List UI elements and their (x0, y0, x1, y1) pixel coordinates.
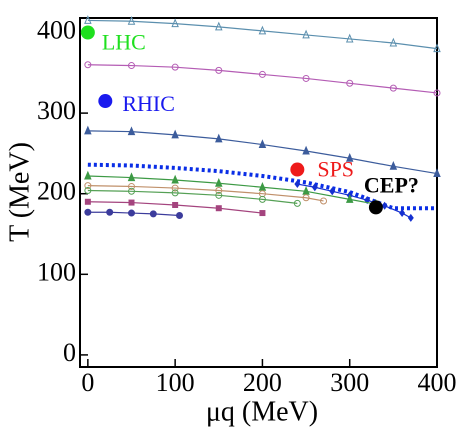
annotation-point (80, 25, 95, 40)
data-point (302, 145, 310, 155)
data-point (381, 201, 388, 210)
x-tick-label: 100 (156, 368, 195, 397)
series-line (297, 183, 412, 219)
annotation-point (368, 200, 383, 215)
series-line (87, 19, 438, 50)
data-point (127, 15, 136, 25)
y-tick-label: 0 (63, 338, 76, 367)
data-point (433, 43, 441, 53)
data-point (345, 33, 354, 43)
annotation-label: RHIC (122, 91, 175, 116)
data-point (215, 177, 223, 187)
data-point (329, 187, 336, 196)
series-line (87, 185, 324, 202)
data-point (84, 186, 92, 194)
series-line (87, 64, 438, 94)
data-point (127, 172, 136, 182)
x-tick-label: 300 (330, 368, 369, 397)
annotation-point (290, 162, 305, 177)
x-axis-label: μq (MeV) (206, 396, 318, 427)
data-point (294, 180, 301, 189)
data-point (293, 199, 301, 207)
y-axis-label: T (MeV) (4, 142, 35, 242)
data-point (127, 209, 135, 217)
data-point (433, 168, 441, 178)
data-point (215, 21, 223, 31)
data-point (149, 210, 157, 218)
data-point (311, 183, 318, 192)
data-point (127, 187, 135, 195)
data-point (389, 161, 398, 170)
y-tick-label: 300 (37, 96, 76, 125)
data-point (171, 129, 179, 139)
data-point (171, 189, 179, 197)
data-point (215, 133, 223, 143)
series-line (87, 130, 438, 175)
x-tick-label: 400 (418, 368, 457, 397)
data-point (106, 208, 114, 216)
data-point (171, 184, 179, 192)
data-point (215, 191, 223, 199)
data-point (302, 194, 310, 202)
data-point (320, 197, 328, 205)
data-point (215, 186, 223, 194)
data-point (127, 182, 135, 190)
data-point (84, 125, 92, 135)
data-point (258, 25, 267, 35)
data-point (389, 84, 397, 92)
data-point (171, 174, 179, 184)
plot-frame (79, 17, 438, 368)
data-point (84, 198, 91, 205)
data-point (389, 37, 398, 47)
x-tick-label: 0 (81, 368, 94, 397)
data-point (176, 211, 184, 219)
data-point (258, 195, 266, 203)
data-point (127, 62, 135, 70)
data-point (215, 66, 223, 74)
y-tick-label: 200 (37, 177, 76, 206)
data-point (258, 139, 267, 149)
data-point (84, 208, 92, 216)
y-tick-label: 400 (37, 15, 76, 44)
data-point (84, 182, 92, 190)
data-point (345, 152, 354, 162)
data-point (302, 29, 310, 39)
data-point (172, 201, 179, 208)
data-point (171, 63, 179, 71)
annotation-label: LHC (102, 30, 146, 55)
data-point (407, 213, 414, 222)
data-point (171, 18, 179, 28)
data-point (128, 199, 135, 206)
data-point (215, 205, 222, 212)
data-point (345, 194, 354, 203)
data-point (84, 61, 92, 69)
series-line (87, 175, 377, 205)
data-point (84, 15, 92, 24)
data-point (399, 209, 406, 218)
data-point (258, 70, 266, 78)
data-point (84, 170, 92, 180)
annotation-label: SPS (317, 157, 354, 182)
x-tick-label: 200 (243, 368, 282, 397)
data-point (302, 74, 310, 82)
y-tick-label: 100 (37, 257, 76, 286)
series-line (87, 189, 298, 204)
data-point (433, 89, 441, 97)
data-point (127, 126, 136, 136)
data-point (259, 210, 266, 217)
annotation-point (98, 94, 113, 109)
data-point (346, 79, 354, 87)
annotation-label: CEP? (364, 172, 419, 197)
